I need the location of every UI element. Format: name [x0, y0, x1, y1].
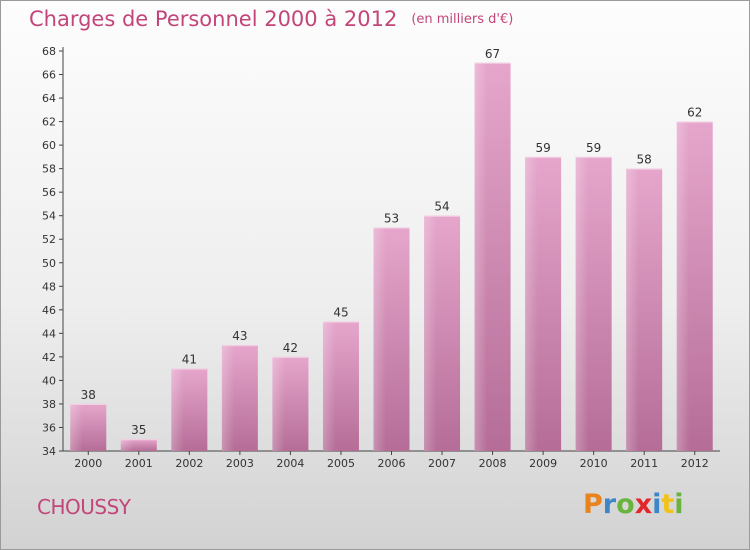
y-tick-label: 58 — [42, 163, 56, 176]
y-tick-label: 42 — [42, 351, 56, 364]
y-tick-label: 44 — [42, 327, 56, 340]
y-tick-label: 54 — [42, 210, 56, 223]
y-tick-label: 38 — [42, 398, 56, 411]
x-axis: 2000 2001 2002 2003 2004 2005 2006 2007 2008 2009… — [63, 450, 720, 470]
logo-letter: r — [602, 489, 617, 520]
bar-highlight — [626, 168, 639, 451]
x-tick-label: 2007 — [428, 457, 456, 470]
y-tick-label: 36 — [42, 421, 56, 434]
data-label: 58 — [637, 153, 652, 167]
bar-highlight — [676, 121, 690, 452]
chart-title: Charges de Personnel 2000 à 2012 (en mill… — [29, 7, 513, 31]
x-tick-label: 2004 — [276, 457, 304, 470]
data-label: 59 — [535, 141, 550, 155]
data-label: 35 — [131, 423, 146, 437]
y-tick-label: 48 — [42, 280, 56, 293]
y-tick-label: 62 — [42, 116, 56, 129]
bar-highlight — [171, 368, 184, 451]
data-labels: 38 35 41 43 42 45 53 54 67 59 59 58 62 — [81, 47, 703, 437]
x-tick-label: 2000 — [74, 457, 102, 470]
x-tick-label: 2003 — [226, 457, 254, 470]
commune-name: CHOUSSY — [37, 495, 131, 519]
y-tick-label: 56 — [42, 186, 56, 199]
y-tick-label: 40 — [42, 374, 56, 387]
bar-highlight — [70, 403, 83, 451]
y-tick-label: 60 — [42, 139, 56, 152]
chart-subtitle: (en milliers d'€) — [411, 12, 514, 27]
y-axis: 34 36 38 40 42 44 46 48 50 52 54 56 58 60 62 64 66 68 — [42, 45, 64, 458]
bar-highlight — [474, 62, 488, 451]
data-label: 62 — [687, 106, 702, 120]
y-tick-label: 34 — [42, 445, 56, 458]
data-label: 45 — [333, 306, 348, 320]
bar-highlight — [120, 439, 134, 451]
y-tick-label: 68 — [42, 45, 56, 58]
bar-highlight — [272, 356, 286, 451]
x-tick-label: 2005 — [327, 457, 355, 470]
data-label: 43 — [232, 329, 247, 343]
data-label: 41 — [182, 353, 197, 367]
x-tick-label: 2002 — [175, 457, 203, 470]
proxiti-logo: Proxiti — [583, 489, 684, 520]
data-label: 38 — [81, 388, 96, 402]
logo-letter: i — [674, 489, 684, 520]
data-label: 54 — [434, 200, 449, 214]
bar-highlight — [575, 156, 589, 451]
logo-letter: o — [616, 489, 635, 520]
x-tick-label: 2006 — [378, 457, 406, 470]
data-label: 42 — [283, 341, 298, 355]
data-label: 67 — [485, 47, 500, 61]
x-tick-label: 2008 — [479, 457, 507, 470]
y-tick-label: 64 — [42, 92, 56, 105]
logo-letter: P — [583, 489, 603, 520]
bar-2001 — [120, 439, 157, 451]
bars — [70, 62, 713, 452]
title-text: Charges de Personnel 2000 à 2012 — [29, 7, 398, 31]
y-tick-label: 46 — [42, 304, 56, 317]
x-tick-label: 2010 — [580, 457, 608, 470]
logo-letter: i — [652, 489, 662, 520]
x-tick-label: 2011 — [630, 457, 658, 470]
bar-highlight — [525, 156, 538, 451]
y-tick-label: 66 — [42, 69, 56, 82]
y-tick-label: 52 — [42, 233, 56, 246]
bar-highlight — [373, 227, 387, 451]
x-tick-label: 2009 — [529, 457, 557, 470]
x-tick-label: 2012 — [681, 457, 709, 470]
y-tick-label: 50 — [42, 257, 56, 270]
bar-highlight — [322, 321, 336, 451]
data-label: 53 — [384, 211, 399, 225]
x-tick-label: 2001 — [125, 457, 153, 470]
bar-highlight — [221, 345, 235, 451]
bar-highlight — [424, 215, 437, 451]
data-label: 59 — [586, 141, 601, 155]
logo-letter: x — [634, 489, 653, 520]
logo-letter: t — [661, 489, 675, 520]
